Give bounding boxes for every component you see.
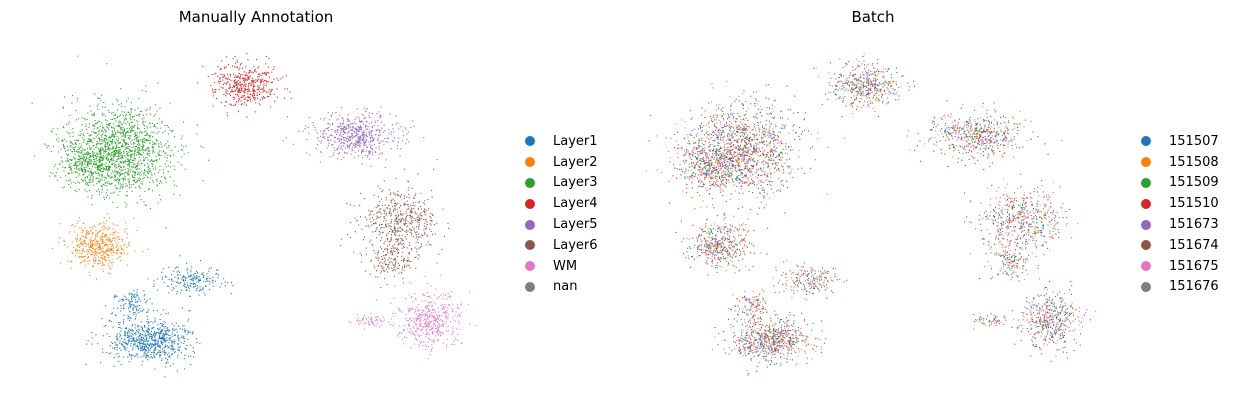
- legend-item: 151673: [1141, 214, 1219, 235]
- legend-label: 151507: [1169, 133, 1219, 149]
- legend-label: 151673: [1169, 217, 1219, 233]
- annotation-scatter: [31, 53, 477, 378]
- legend-label: WM: [553, 258, 578, 274]
- batch-title: Batch: [851, 8, 895, 26]
- legend-marker: [525, 177, 535, 188]
- legend-label: Layer4: [553, 196, 598, 212]
- legend-label: Layer6: [553, 237, 598, 253]
- legend-item: Layer2: [525, 152, 598, 173]
- legend-marker: [1141, 219, 1151, 230]
- legend-item: 151675: [1141, 256, 1219, 277]
- legend-item: 151507: [1141, 131, 1219, 152]
- legend-item: 151508: [1141, 152, 1219, 173]
- legend-label: Layer5: [553, 217, 598, 233]
- legend-marker: [1141, 261, 1151, 272]
- legend-item: 151510: [1141, 193, 1219, 214]
- legend-item: 151674: [1141, 235, 1219, 256]
- legend-marker: [1141, 240, 1151, 251]
- legend-label: 151674: [1169, 237, 1219, 253]
- legend-label: Layer2: [553, 154, 598, 170]
- legend-marker: [525, 240, 535, 251]
- legend-marker: [525, 261, 535, 272]
- legend-item: 151509: [1141, 173, 1219, 194]
- legend-item: Layer5: [525, 214, 598, 235]
- legend-item: Layer3: [525, 173, 598, 194]
- legend-item: nan: [525, 277, 598, 298]
- legend-marker: [1141, 136, 1151, 147]
- batch-legend: 151507 151508 151509 151510 151673 151674 1516…: [1141, 131, 1219, 297]
- legend-label: 151509: [1169, 175, 1219, 191]
- legend-marker: [525, 136, 535, 147]
- annotation-title: Manually Annotation: [178, 8, 334, 26]
- legend-label: Layer3: [553, 175, 598, 191]
- legend-marker: [1141, 281, 1151, 292]
- legend-item: WM: [525, 256, 598, 277]
- legend-marker: [1141, 198, 1151, 209]
- legend-marker: [525, 219, 535, 230]
- legend-label: Layer1: [553, 133, 598, 149]
- legend-item: 151676: [1141, 277, 1219, 298]
- batch-scatter: [645, 53, 1097, 376]
- legend-marker: [1141, 157, 1151, 168]
- point-cloud: [645, 53, 1097, 376]
- legend-marker: [525, 281, 535, 292]
- legend-label: 151675: [1169, 258, 1219, 274]
- legend-item: Layer4: [525, 193, 598, 214]
- legend-item: Layer6: [525, 235, 598, 256]
- legend-label: 151676: [1169, 279, 1219, 295]
- legend-label: nan: [553, 279, 578, 295]
- legend-label: 151508: [1169, 154, 1219, 170]
- legend-marker: [525, 157, 535, 168]
- annotation-legend: Layer1 Layer2 Layer3 Layer4 Layer5 Layer6 WM na…: [525, 131, 598, 297]
- legend-label: 151510: [1169, 196, 1219, 212]
- point-cloud: [31, 53, 477, 378]
- legend-marker: [525, 198, 535, 209]
- legend-marker: [1141, 177, 1151, 188]
- legend-item: Layer1: [525, 131, 598, 152]
